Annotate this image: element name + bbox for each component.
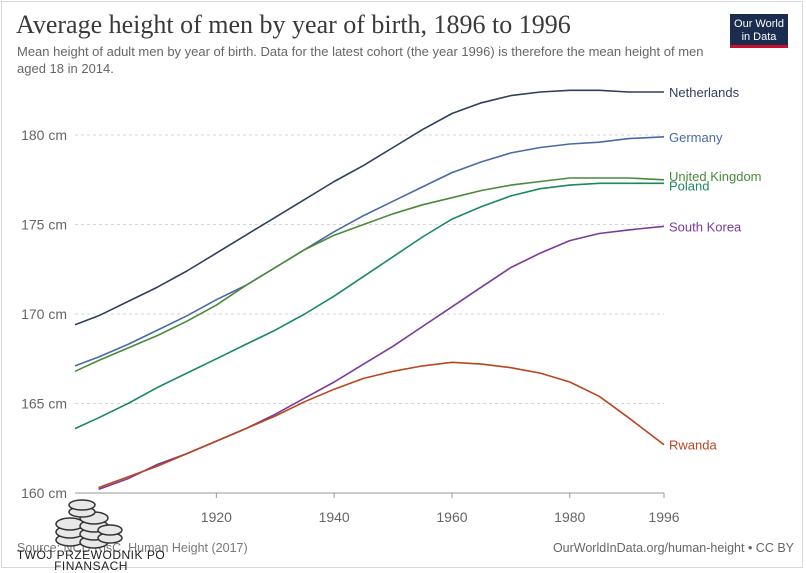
watermark-line-2: FINANSACH xyxy=(54,559,128,573)
x-tick-label: 1996 xyxy=(648,509,679,525)
series-line xyxy=(98,361,665,489)
y-tick-label: 175 cm xyxy=(21,217,67,233)
logo-line-1: Our World xyxy=(734,18,784,30)
x-tick-label: 1920 xyxy=(201,509,232,525)
watermark: TWÓJ PRZEWODNIK PO FINANSACH xyxy=(4,498,174,572)
series-line xyxy=(74,182,664,430)
series-label: Netherlands xyxy=(669,85,740,100)
coins-stack-icon xyxy=(55,499,123,549)
chart-title: Average height of men by year of birth, … xyxy=(16,10,571,39)
series-label: United Kingdom xyxy=(669,169,762,184)
series-line xyxy=(74,177,665,373)
series-line xyxy=(74,89,664,326)
x-tick-label: 1980 xyxy=(554,509,585,525)
y-tick-label: 170 cm xyxy=(21,306,67,322)
owid-logo[interactable]: Our World in Data xyxy=(730,14,788,48)
series-line xyxy=(74,136,665,367)
series-line xyxy=(98,225,665,491)
watermark-line-1: TWÓJ PRZEWODNIK PO xyxy=(16,548,166,562)
series-label: Poland xyxy=(669,178,709,193)
x-tick-label: 1940 xyxy=(319,509,350,525)
y-tick-label: 180 cm xyxy=(21,127,67,143)
series-label: Germany xyxy=(669,130,723,145)
y-tick-label: 165 cm xyxy=(21,396,67,412)
x-tick-label: 1960 xyxy=(436,509,467,525)
credit-link[interactable]: OurWorldInData.org/human-height • CC BY xyxy=(552,541,794,555)
chart-subtitle: Mean height of adult men by year of birt… xyxy=(17,44,704,76)
series-label: Rwanda xyxy=(669,438,717,453)
y-tick-label: 160 cm xyxy=(21,485,67,501)
series-label: South Korea xyxy=(669,219,742,234)
logo-line-2: in Data xyxy=(741,31,777,43)
